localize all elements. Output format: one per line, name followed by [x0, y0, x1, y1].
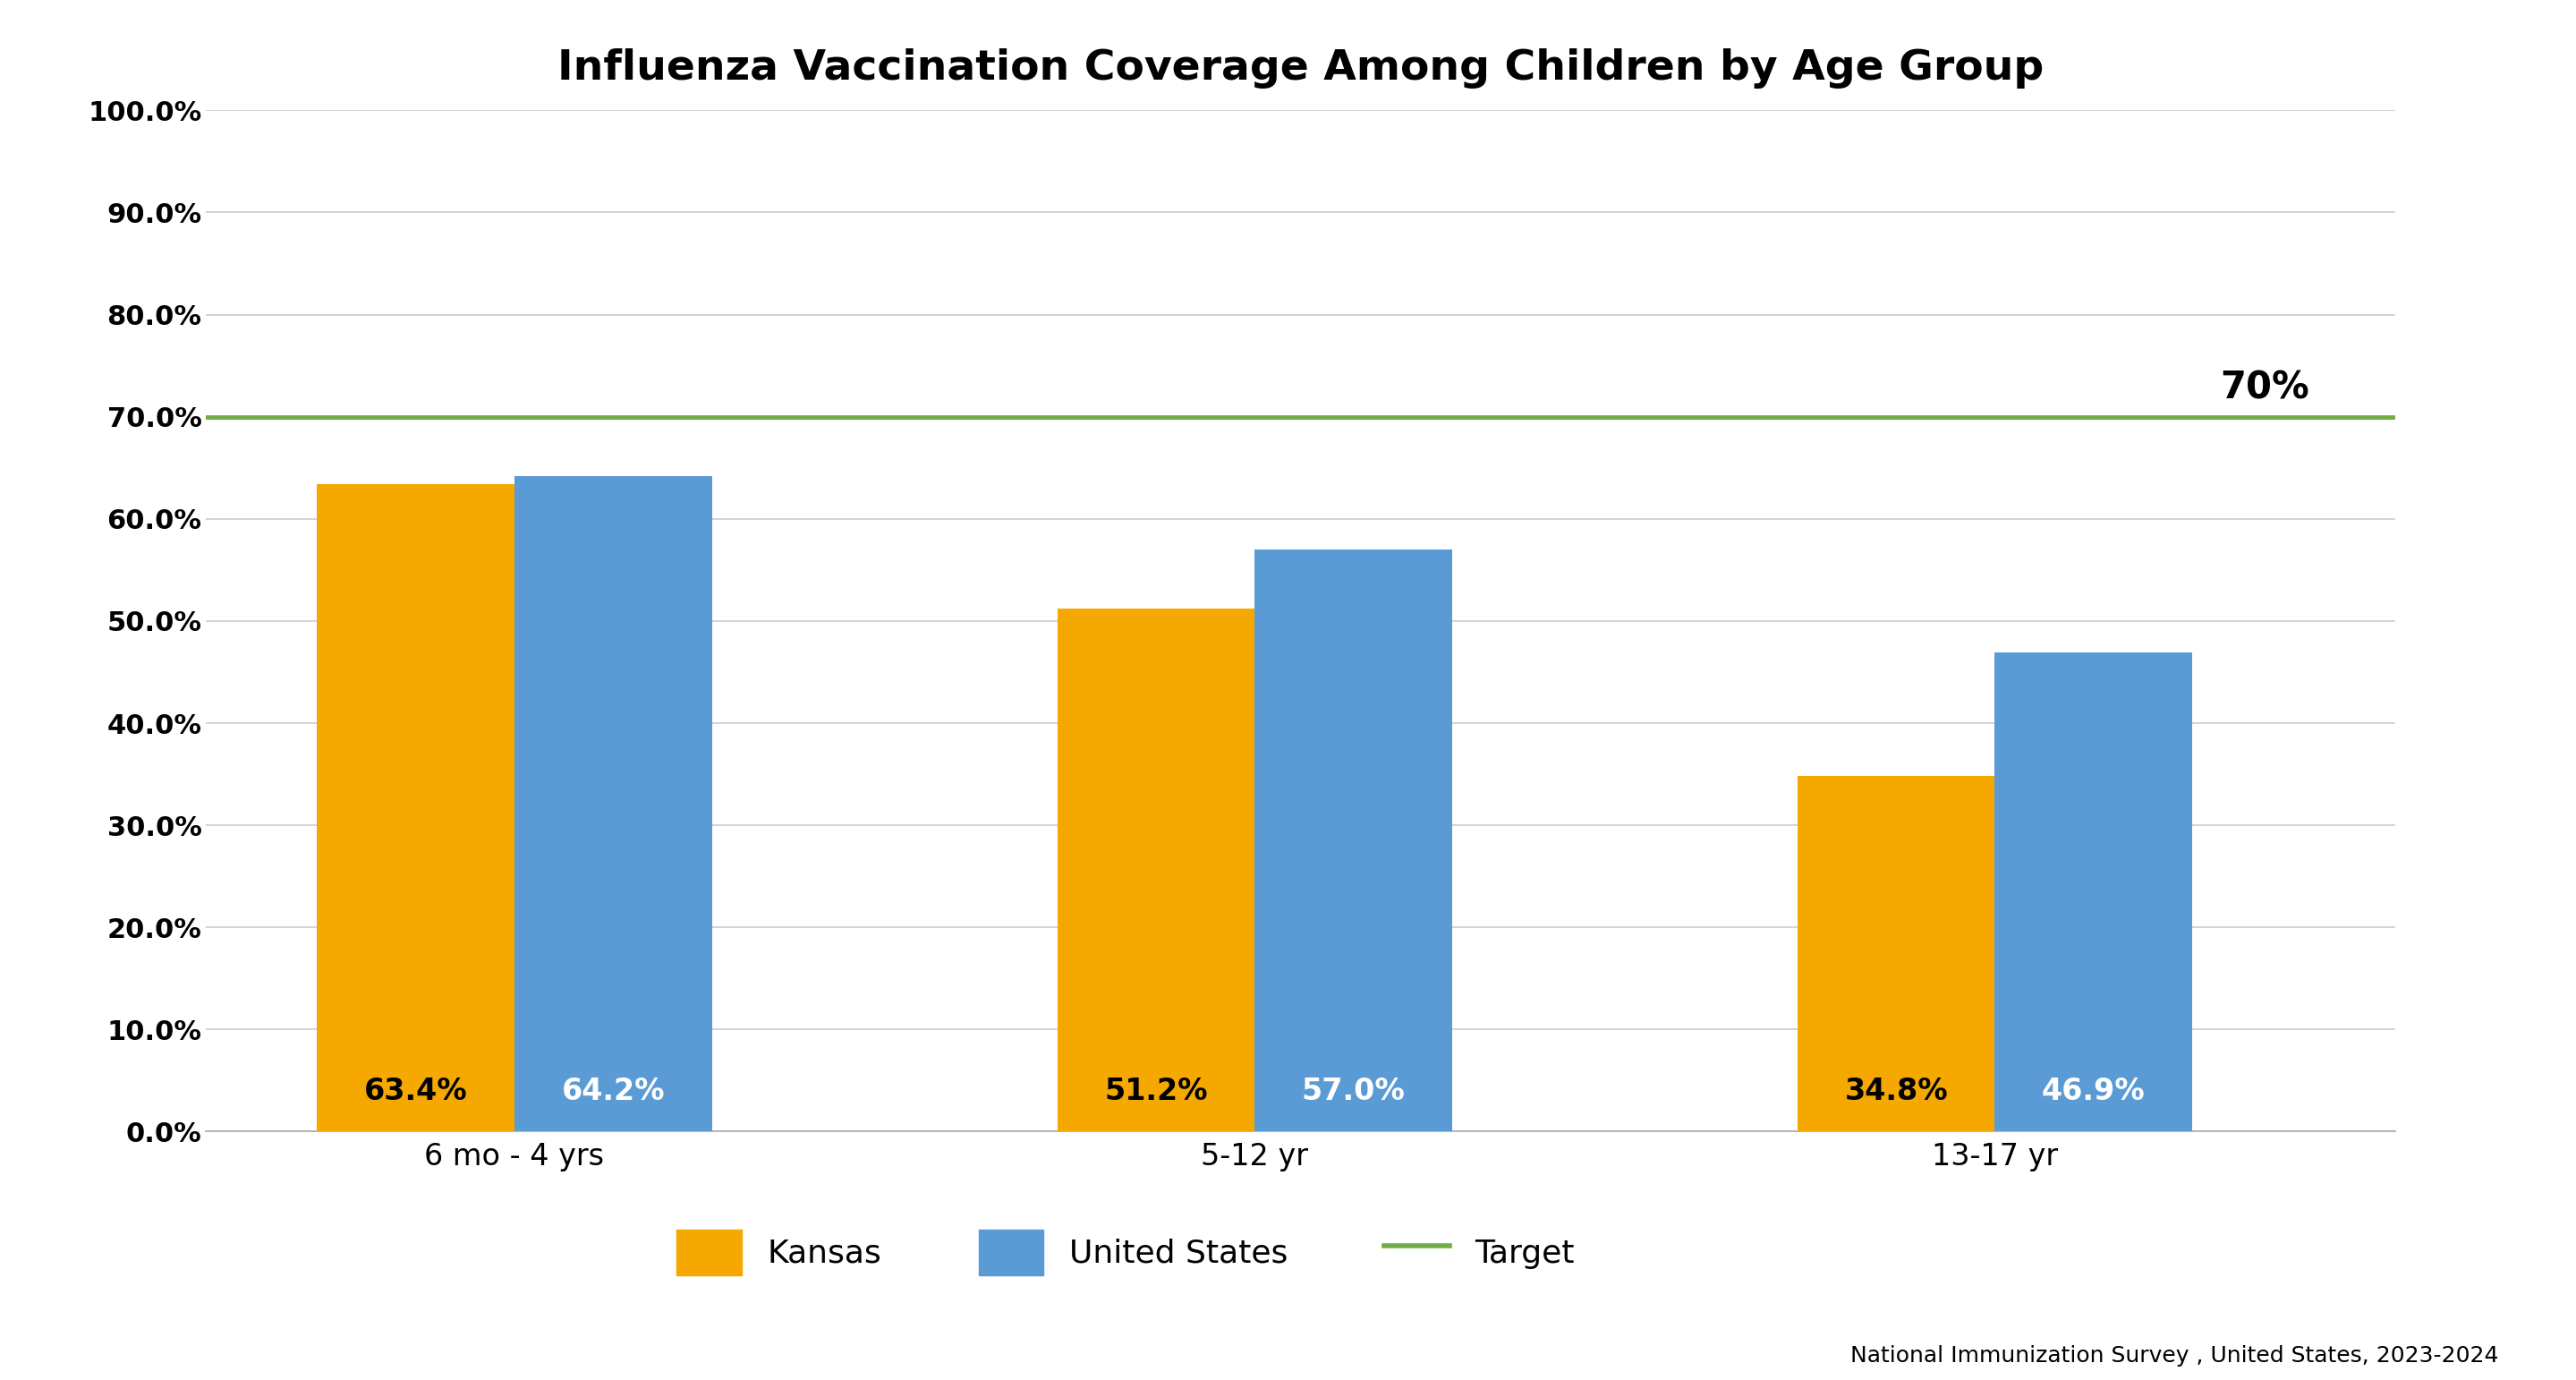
- Text: 70%: 70%: [2221, 368, 2308, 407]
- Bar: [1056, 609, 1255, 1132]
- Text: 34.8%: 34.8%: [1844, 1076, 1947, 1107]
- Text: 51.2%: 51.2%: [1105, 1076, 1208, 1107]
- Text: 64.2%: 64.2%: [562, 1076, 665, 1107]
- Text: 57.0%: 57.0%: [1301, 1076, 1404, 1107]
- Text: National Immunization Survey , United States, 2023-2024: National Immunization Survey , United St…: [1850, 1344, 2499, 1366]
- Bar: [1255, 549, 1453, 1132]
- Text: 46.9%: 46.9%: [2043, 1076, 2146, 1107]
- Bar: [1798, 776, 1994, 1132]
- Bar: [317, 484, 515, 1132]
- Bar: [515, 476, 711, 1132]
- Bar: [1994, 653, 2192, 1132]
- Title: Influenza Vaccination Coverage Among Children by Age Group: Influenza Vaccination Coverage Among Chi…: [556, 48, 2045, 88]
- Text: 63.4%: 63.4%: [363, 1076, 466, 1107]
- Legend: Kansas, United States, Target: Kansas, United States, Target: [677, 1230, 1574, 1275]
